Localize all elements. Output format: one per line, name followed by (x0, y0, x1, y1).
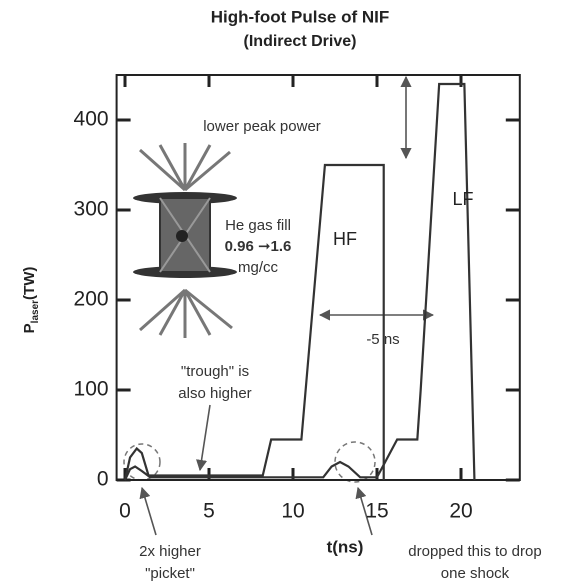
series-label: LF (452, 189, 473, 209)
annotation: one shock (441, 565, 510, 582)
arrow (195, 404, 211, 472)
y-label-main: P (21, 323, 38, 333)
x-tick-label: 0 (119, 500, 131, 523)
y-tick-label: 300 (74, 198, 109, 221)
y-tick-label: 0 (97, 468, 109, 491)
y-axis-label: Plaser(TW) (21, 267, 41, 334)
x-tick-label: 5 (203, 500, 215, 523)
x-tick-label: 15 (365, 500, 388, 523)
series-line (123, 163, 385, 481)
x-axis-label: t(ns) (327, 537, 364, 556)
annotation: "trough" is (181, 363, 249, 380)
arrow (139, 486, 157, 536)
plot-frame (115, 74, 521, 481)
y-tick-label: 400 (74, 108, 109, 131)
annotation: lower peak power (203, 118, 321, 135)
annotation: dropped this to drop (408, 543, 541, 560)
hohlraum-image (133, 143, 237, 338)
annotation: also higher (178, 385, 251, 402)
annotation: 2x higher (139, 543, 201, 560)
y-label-sub: laser (30, 300, 41, 323)
x-tick-label: 10 (281, 500, 304, 523)
annotation: mg/cc (238, 259, 279, 276)
chart-subtitle: (Indirect Drive) (244, 33, 357, 50)
y-tick-label: 200 (74, 288, 109, 311)
arrow (355, 486, 373, 536)
highlight-circle (334, 441, 376, 483)
series-line (124, 82, 476, 481)
annotation: 0.96 ➞1.6 (225, 238, 292, 255)
y-label-unit: (TW) (21, 267, 38, 300)
annotation: He gas fill (225, 217, 291, 234)
chart-title: High-foot Pulse of NIF (211, 7, 389, 26)
y-tick-label: 100 (74, 378, 109, 401)
series-label: HF (333, 229, 357, 249)
annotation: "picket" (145, 565, 195, 582)
x-tick-label: 20 (449, 500, 472, 523)
